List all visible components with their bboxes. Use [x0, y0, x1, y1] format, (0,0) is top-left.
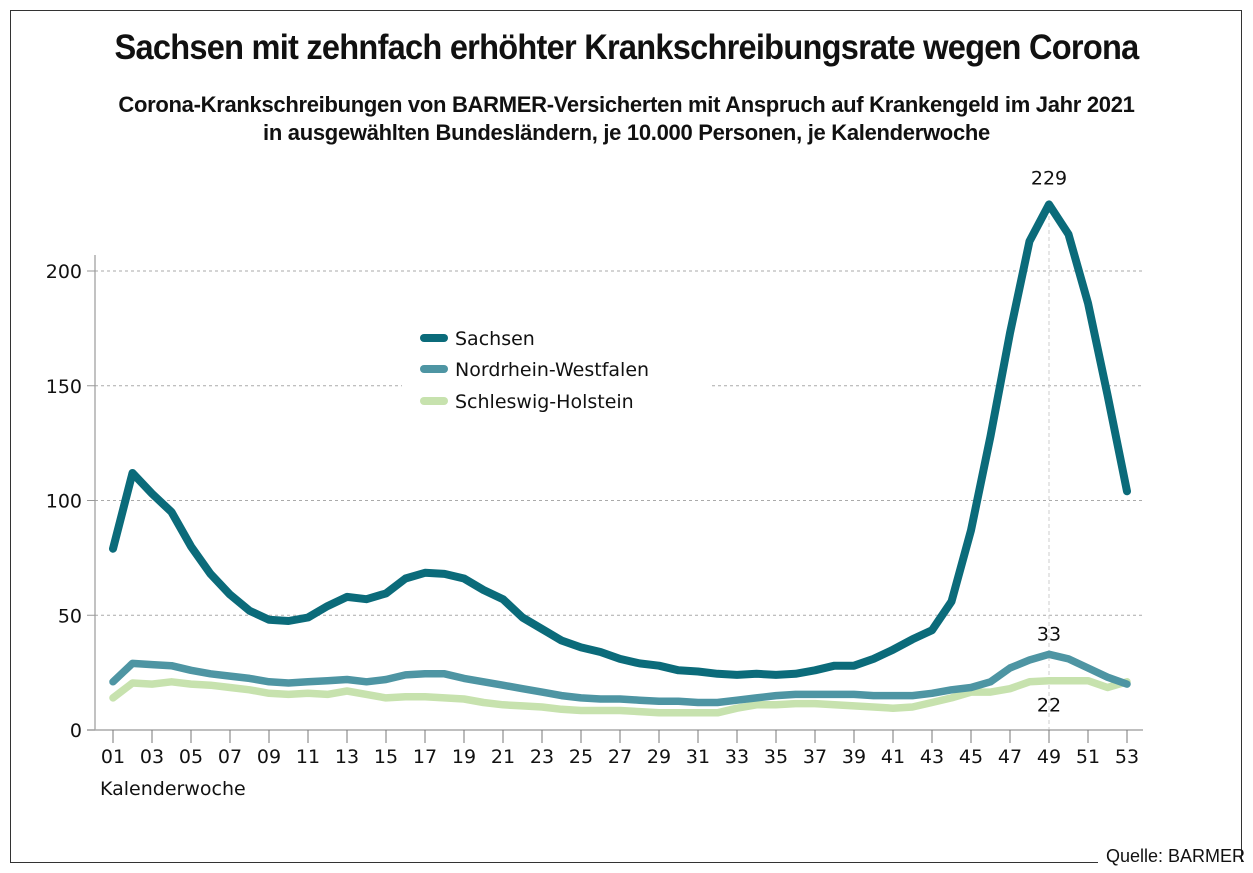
annotations: 229 33 22 [1031, 167, 1067, 716]
x-tick-label: 53 [1115, 746, 1139, 768]
series-line-nordrhein-westfalen [109, 650, 1131, 707]
x-tick-label: 39 [842, 746, 866, 768]
x-tick-label: 29 [647, 746, 671, 768]
x-tick-label: 45 [959, 746, 983, 768]
x-tick-label: 33 [725, 746, 749, 768]
chart-subtitle-line-2: in ausgewählten Bundesländern, je 10.000… [263, 120, 990, 145]
x-tick-label: 31 [686, 746, 710, 768]
x-tick-label: 43 [920, 746, 944, 768]
x-tick-label: 05 [179, 746, 203, 768]
legend-label-nordrhein-westfalen: Nordrhein-Westfalen [455, 359, 649, 381]
x-tick-label: 03 [140, 746, 164, 768]
x-tick-label: 25 [569, 746, 593, 768]
annotation-sachsen: 229 [1031, 167, 1067, 189]
x-tick-label: 19 [452, 746, 476, 768]
y-tick-label: 0 [70, 720, 82, 742]
x-tick-label: 17 [413, 746, 437, 768]
x-axis-label: Kalenderwoche [100, 778, 246, 800]
x-tick-label: 27 [608, 746, 632, 768]
legend-swatch-schleswig-holstein [420, 397, 448, 405]
y-tick-label: 100 [46, 491, 82, 513]
x-tick-label: 13 [335, 746, 359, 768]
chart-subtitle-line-1: Corona-Krankschreibungen von BARMER-Vers… [118, 92, 1135, 117]
annotation-schleswig-holstein: 22 [1037, 695, 1061, 717]
legend-label-sachsen: Sachsen [455, 328, 535, 350]
chart-title: Sachsen mit zehnfach erhöhter Krankschre… [114, 28, 1140, 67]
y-tick-label: 50 [58, 605, 82, 627]
series-line-sachsen [109, 200, 1131, 679]
x-tick-label: 11 [296, 746, 320, 768]
x-tick-label: 01 [101, 746, 125, 768]
series-line-schleswig-holstein [109, 676, 1131, 717]
x-tick-label: 21 [491, 746, 515, 768]
x-tick-label: 07 [218, 746, 242, 768]
y-axis-ticks: 0 50 100 150 200 [46, 261, 95, 742]
frame-bottom-rule [10, 862, 1098, 863]
annotation-nordrhein-westfalen: 33 [1037, 623, 1061, 645]
y-tick-label: 150 [46, 376, 82, 398]
gridlines [95, 270, 1143, 616]
x-tick-label: 51 [1076, 746, 1100, 768]
x-tick-label: 09 [257, 746, 281, 768]
x-tick-label: 41 [881, 746, 905, 768]
x-tick-label: 47 [998, 746, 1022, 768]
y-tick-label: 200 [46, 261, 82, 283]
series-lines [109, 200, 1131, 717]
chart-frame [10, 10, 1242, 862]
x-tick-label: 37 [803, 746, 827, 768]
legend: Sachsen Nordrhein-Westfalen Schleswig-Hols… [420, 328, 649, 413]
x-axis-ticks: 01 03 05 07 09 11 13 15 17 19 21 23 25 27 29 31 33 35 37 39… [101, 730, 1139, 768]
source-credit: Quelle: BARMER [1105, 846, 1245, 866]
x-tick-label: 15 [374, 746, 398, 768]
legend-swatch-nordrhein-westfalen [420, 365, 448, 373]
x-tick-label: 35 [764, 746, 788, 768]
x-tick-label: 23 [530, 746, 554, 768]
legend-label-schleswig-holstein: Schleswig-Holstein [455, 391, 634, 413]
axes [87, 255, 1143, 731]
x-tick-label: 49 [1037, 746, 1061, 768]
legend-swatch-sachsen [420, 334, 448, 342]
